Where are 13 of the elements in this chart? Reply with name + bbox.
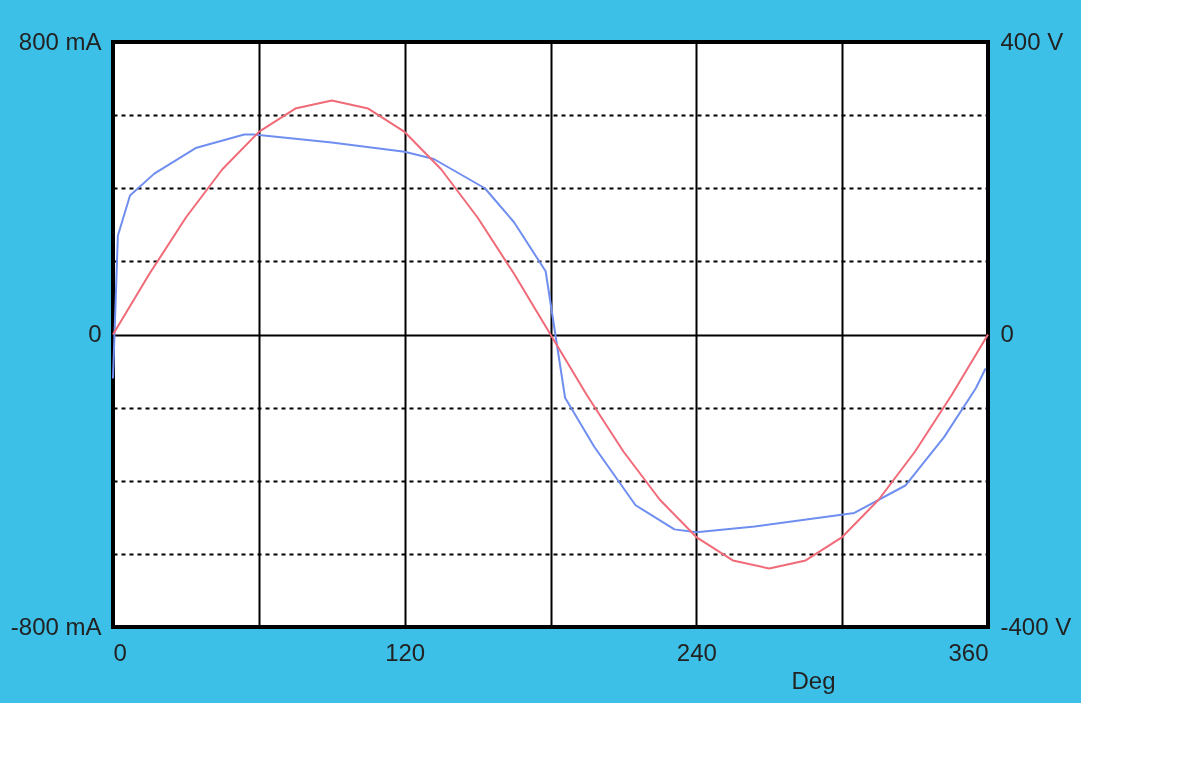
line-series <box>112 99 989 570</box>
y2-tick-label: 0 <box>1000 320 1014 347</box>
y2-tick-label: 400 V <box>1000 27 1064 55</box>
x-tick-label: 240 <box>676 638 717 666</box>
y-tick-label: 0 <box>88 320 102 347</box>
x-tick-label: 120 <box>385 638 426 666</box>
x-tick-label: 0 <box>113 638 127 666</box>
x-tick-label: 360 <box>948 638 989 666</box>
line-series <box>112 133 987 534</box>
y2-tick-label: -400 V <box>1000 612 1072 640</box>
x-axis-title: Deg <box>791 666 836 694</box>
y-tick-label: -800 mA <box>10 612 102 640</box>
y-tick-label: 800 mA <box>18 27 102 55</box>
